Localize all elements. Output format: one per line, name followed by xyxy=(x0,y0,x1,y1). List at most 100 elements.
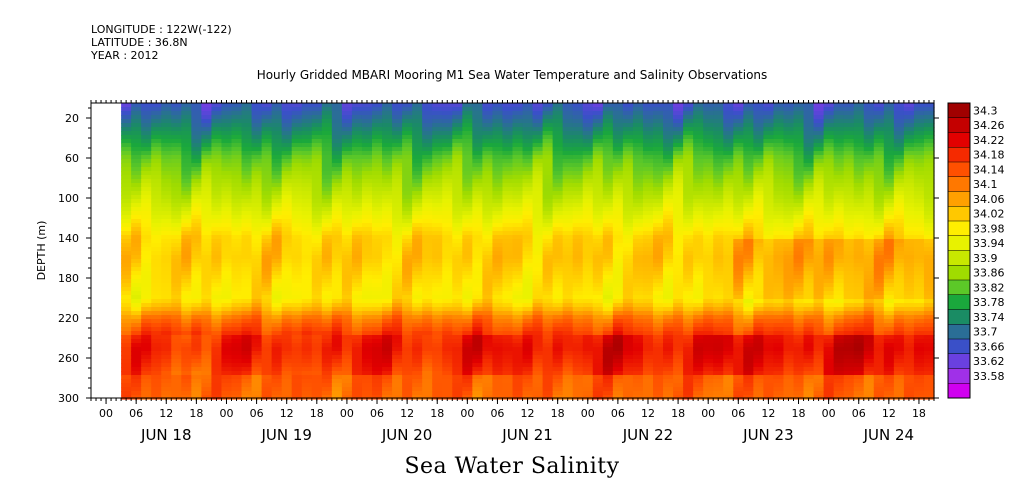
salinity-cell xyxy=(452,171,463,176)
salinity-cell xyxy=(221,283,233,288)
salinity-cell xyxy=(582,163,594,168)
salinity-cell xyxy=(422,107,433,112)
salinity-cell xyxy=(301,115,313,120)
salinity-cell xyxy=(341,103,353,108)
salinity-cell xyxy=(372,103,383,108)
salinity-cell xyxy=(432,351,443,356)
salinity-cell xyxy=(251,275,263,280)
salinity-cell xyxy=(191,219,202,224)
salinity-cell xyxy=(442,131,453,136)
salinity-cell xyxy=(592,315,604,320)
salinity-cell xyxy=(572,263,584,268)
salinity-cell xyxy=(482,207,494,212)
salinity-cell xyxy=(311,291,323,296)
salinity-cell xyxy=(422,195,433,200)
salinity-cell xyxy=(562,207,574,212)
salinity-cell xyxy=(462,395,473,400)
salinity-cell xyxy=(331,151,343,156)
salinity-cell xyxy=(382,383,393,388)
salinity-cell xyxy=(372,107,383,112)
salinity-cell xyxy=(783,367,795,372)
salinity-cell xyxy=(562,319,574,324)
salinity-cell xyxy=(683,163,694,168)
salinity-cell xyxy=(602,131,614,136)
salinity-cell xyxy=(341,311,353,316)
salinity-cell xyxy=(442,171,453,176)
salinity-cell xyxy=(442,143,453,148)
salinity-cell xyxy=(271,243,283,248)
salinity-cell xyxy=(793,227,805,232)
salinity-cell xyxy=(251,131,263,136)
salinity-cell xyxy=(402,359,413,364)
salinity-cell xyxy=(372,323,383,328)
salinity-cell xyxy=(121,387,132,392)
salinity-cell xyxy=(773,347,785,352)
salinity-cell xyxy=(522,171,534,176)
salinity-cell xyxy=(653,147,664,152)
salinity-cell xyxy=(522,363,534,368)
salinity-cell xyxy=(763,179,775,184)
salinity-cell xyxy=(773,283,785,288)
salinity-cell xyxy=(261,175,273,180)
salinity-cell xyxy=(562,187,574,192)
salinity-cell xyxy=(472,243,483,248)
salinity-cell xyxy=(653,311,664,316)
salinity-cell xyxy=(492,187,504,192)
salinity-cell xyxy=(271,123,283,128)
salinity-cell xyxy=(261,103,273,108)
salinity-cell xyxy=(181,291,192,296)
salinity-cell xyxy=(241,215,253,220)
salinity-cell xyxy=(361,251,373,256)
salinity-cell xyxy=(361,243,373,248)
salinity-cell xyxy=(632,183,644,188)
salinity-cell xyxy=(562,359,574,364)
salinity-cell xyxy=(642,279,654,284)
salinity-cell xyxy=(492,347,504,352)
salinity-cell xyxy=(753,115,764,120)
salinity-cell xyxy=(482,107,494,112)
salinity-cell xyxy=(251,307,263,312)
salinity-cell xyxy=(482,187,494,192)
salinity-cell xyxy=(632,211,644,216)
salinity-cell xyxy=(612,227,624,232)
salinity-cell xyxy=(402,255,413,260)
salinity-cell xyxy=(492,167,504,172)
salinity-cell xyxy=(582,359,594,364)
salinity-cell xyxy=(351,363,363,368)
salinity-cell xyxy=(382,103,393,108)
salinity-cell xyxy=(311,267,323,272)
salinity-cell xyxy=(301,287,313,292)
salinity-cell xyxy=(161,327,172,332)
salinity-cell xyxy=(121,111,132,116)
salinity-cell xyxy=(121,219,132,224)
salinity-cell xyxy=(131,295,142,300)
salinity-cell xyxy=(723,231,734,236)
salinity-cell xyxy=(372,279,383,284)
salinity-cell xyxy=(171,127,182,132)
salinity-cell xyxy=(783,135,795,140)
salinity-cell xyxy=(141,335,152,340)
salinity-cell xyxy=(321,343,333,348)
salinity-cell xyxy=(301,363,313,368)
salinity-cell xyxy=(271,211,283,216)
salinity-cell xyxy=(602,191,614,196)
salinity-cell xyxy=(181,343,192,348)
salinity-cell xyxy=(723,335,734,340)
salinity-cell xyxy=(673,331,684,336)
salinity-cell xyxy=(442,159,453,164)
salinity-cell xyxy=(733,335,744,340)
salinity-cell xyxy=(201,239,213,244)
salinity-cell xyxy=(412,191,423,196)
salinity-cell xyxy=(683,191,694,196)
salinity-cell xyxy=(151,223,162,228)
salinity-cell xyxy=(472,211,483,216)
salinity-cell xyxy=(713,363,724,368)
salinity-cell xyxy=(582,351,594,356)
salinity-cell xyxy=(703,263,714,268)
salinity-cell xyxy=(422,387,433,392)
salinity-cell xyxy=(321,175,333,180)
salinity-cell xyxy=(663,287,674,292)
salinity-cell xyxy=(171,279,182,284)
salinity-cell xyxy=(311,263,323,268)
salinity-cell xyxy=(532,359,544,364)
